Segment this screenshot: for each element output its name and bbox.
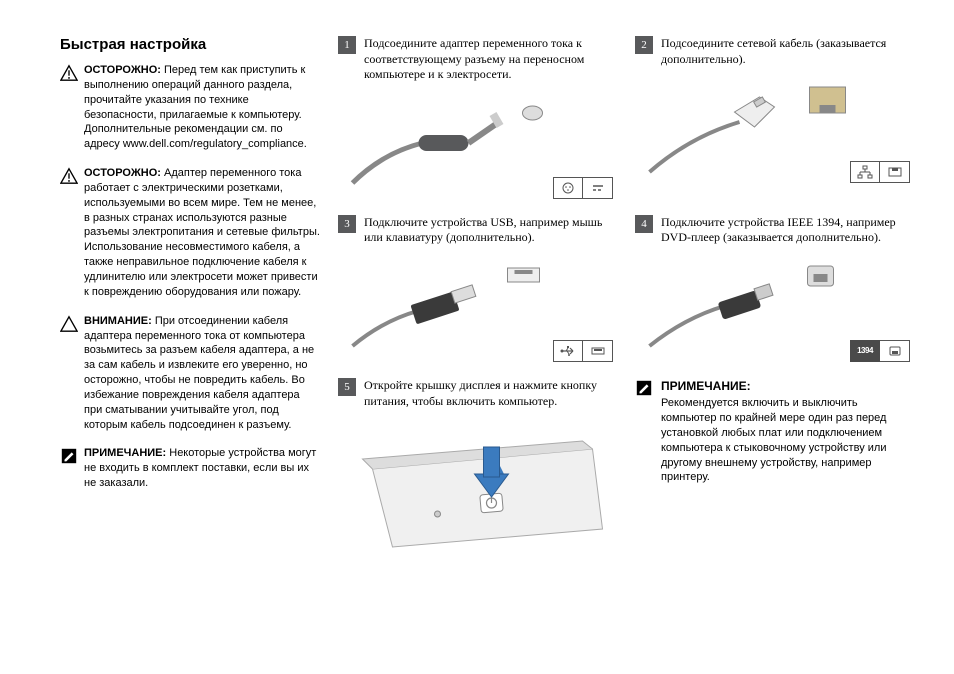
caution-label: ВНИМАНИЕ:	[84, 315, 152, 327]
step-illustration-network	[635, 77, 914, 187]
caution-text: При отсоединении кабеля адаптера перемен…	[84, 315, 314, 431]
dc-power-icon	[583, 177, 613, 199]
warning-label: ОСТОРОЖНО:	[84, 64, 161, 76]
step-number: 1	[338, 36, 356, 54]
step-text: Откройте крышку дисплея и нажмите кнопку…	[364, 378, 617, 409]
step-1: 1 Подсоедините адаптер переменного тока …	[338, 36, 617, 203]
power-socket-icon	[553, 177, 583, 199]
note-pencil-icon	[60, 447, 78, 465]
warning-block-2: ОСТОРОЖНО: Адаптер переменного тока рабо…	[60, 166, 320, 300]
port-badges-usb	[553, 340, 613, 362]
step-text: Подсоедините сетевой кабель (заказываетс…	[661, 36, 914, 67]
port-badges-network	[850, 161, 910, 183]
step-5: 5 Откройте крышку дисплея и нажмите кноп…	[338, 378, 617, 549]
warning-text: Перед тем как приступить к выполнению оп…	[84, 64, 307, 150]
step-header: 2 Подсоедините сетевой кабель (заказывае…	[635, 36, 914, 67]
step-number: 2	[635, 36, 653, 54]
step-number: 3	[338, 215, 356, 233]
note-pencil-icon	[635, 379, 653, 397]
step-illustration-ieee1394: 1394	[635, 256, 914, 366]
step-header: 1 Подсоедините адаптер переменного тока …	[338, 36, 617, 83]
step-number: 5	[338, 378, 356, 396]
warning-block-1: ОСТОРОЖНО: Перед тем как приступить к вы…	[60, 63, 320, 152]
note-body-left: ПРИМЕЧАНИЕ: Некоторые устройства могут н…	[84, 446, 320, 491]
note-block-right: ПРИМЕЧАНИЕ: Рекомендуется включить и вык…	[635, 378, 914, 549]
warning-label: ОСТОРОЖНО:	[84, 167, 161, 179]
network-icon	[850, 161, 880, 183]
usb-port-icon	[583, 340, 613, 362]
step-illustration-usb	[338, 256, 617, 366]
step-illustration-power-button	[338, 419, 617, 549]
step-illustration-power	[338, 93, 617, 203]
step-header: 4 Подключите устройства IEEE 1394, напри…	[635, 215, 914, 246]
step-text: Подключите устройства IEEE 1394, наприме…	[661, 215, 914, 246]
warning-triangle-icon	[60, 64, 78, 82]
page-title: Быстрая настройка	[60, 36, 320, 53]
note-label: ПРИМЕЧАНИЕ:	[84, 447, 166, 459]
ieee1394-port-icon	[880, 340, 910, 362]
step-header: 5 Откройте крышку дисплея и нажмите кноп…	[338, 378, 617, 409]
manual-page: Быстрая настройка ОСТОРОЖНО: Перед тем к…	[60, 36, 914, 549]
caution-block: ВНИМАНИЕ: При отсоединении кабеля адапте…	[60, 314, 320, 433]
port-badges-ieee1394: 1394	[850, 340, 910, 362]
note-label-right: ПРИМЕЧАНИЕ:	[661, 378, 914, 394]
note-text-right: Рекомендуется включить и выключить компь…	[661, 397, 886, 483]
note-block-left: ПРИМЕЧАНИЕ: Некоторые устройства могут н…	[60, 446, 320, 491]
left-column: Быстрая настройка ОСТОРОЖНО: Перед тем к…	[60, 36, 320, 549]
warning-body-1: ОСТОРОЖНО: Перед тем как приступить к вы…	[84, 63, 320, 152]
step-3: 3 Подключите устройства USB, например мы…	[338, 215, 617, 366]
port-badges-power	[553, 177, 613, 199]
caution-body: ВНИМАНИЕ: При отсоединении кабеля адапте…	[84, 314, 320, 433]
step-2: 2 Подсоедините сетевой кабель (заказывае…	[635, 36, 914, 203]
step-4: 4 Подключите устройства IEEE 1394, напри…	[635, 215, 914, 366]
warning-triangle-icon	[60, 167, 78, 185]
step-header: 3 Подключите устройства USB, например мы…	[338, 215, 617, 246]
ieee1394-icon: 1394	[850, 340, 880, 362]
warning-body-2: ОСТОРОЖНО: Адаптер переменного тока рабо…	[84, 166, 320, 300]
caution-triangle-icon	[60, 315, 78, 333]
ethernet-port-icon	[880, 161, 910, 183]
step-text: Подсоедините адаптер переменного тока к …	[364, 36, 617, 83]
warning-text: Адаптер переменного тока работает с элек…	[84, 167, 320, 298]
steps-grid: 1 Подсоедините адаптер переменного тока …	[338, 36, 914, 549]
step-number: 4	[635, 215, 653, 233]
usb-icon	[553, 340, 583, 362]
step-text: Подключите устройства USB, например мышь…	[364, 215, 617, 246]
note-body-right: ПРИМЕЧАНИЕ: Рекомендуется включить и вык…	[661, 378, 914, 485]
